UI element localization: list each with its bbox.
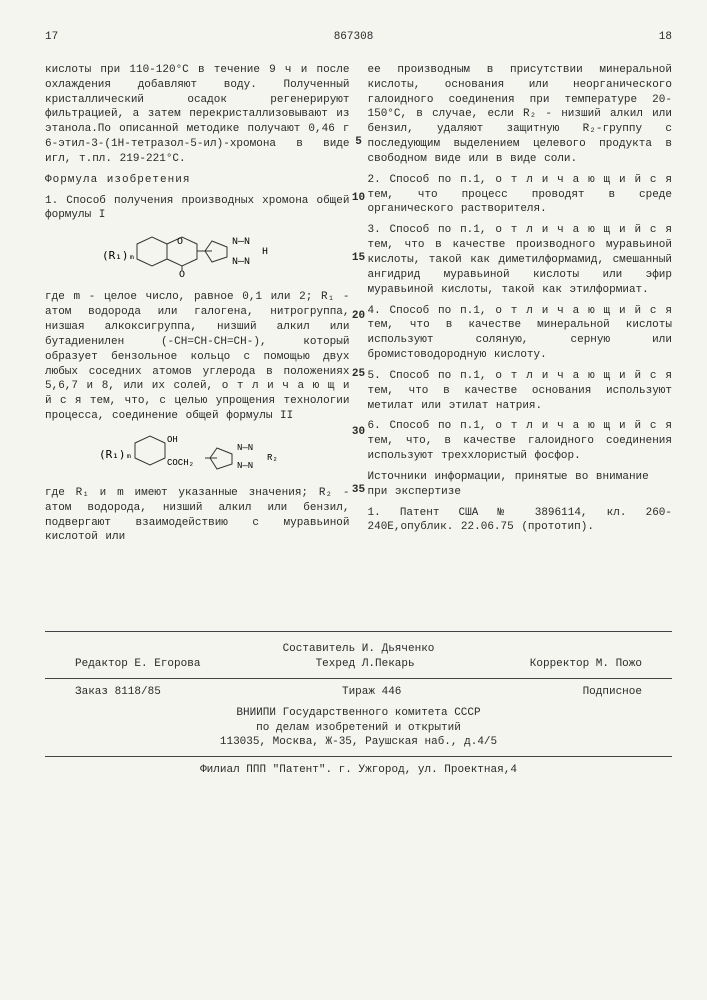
editor: Редактор Е. Егорова (75, 657, 200, 672)
sources-heading: Источники информации, принятые во вниман… (368, 470, 673, 500)
line-number: 35 (352, 483, 365, 498)
paragraph: где R₁ и m имеют указанные значения; R₂ … (45, 486, 350, 545)
svg-text:OH: OH (167, 435, 178, 445)
paragraph: 4. Способ по п.1, о т л и ч а ю щ и й с … (368, 304, 673, 363)
svg-text:COCH₂: COCH₂ (167, 458, 194, 468)
address: 113035, Москва, Ж-35, Раушская наб., д.4… (45, 735, 672, 750)
paragraph: 6. Способ по п.1, о т л и ч а ю щ и й с … (368, 419, 673, 464)
subscription: Подписное (583, 685, 642, 700)
paragraph: 5. Способ по п.1, о т л и ч а ю щ и й с … (368, 369, 673, 414)
left-column: кислоты при 110-120°С в течение 9 ч и по… (45, 63, 350, 551)
paragraph: 2. Способ по п.1, о т л и ч а ю щ и й с … (368, 173, 673, 218)
paragraph: кислоты при 110-120°С в течение 9 ч и по… (45, 63, 350, 167)
svg-text:N—N: N—N (237, 443, 253, 453)
corrector: Корректор М. Пожо (530, 657, 642, 672)
tech-editor: Техред Л.Пекарь (316, 657, 415, 672)
paragraph: 3. Способ по п.1, о т л и ч а ю щ и й с … (368, 223, 673, 297)
branch-address: Филиал ППП "Патент". г. Ужгород, ул. Про… (45, 763, 672, 778)
line-number: 10 (352, 191, 365, 206)
svg-text:R₂: R₂ (267, 453, 278, 463)
svg-text:N—N: N—N (232, 237, 250, 248)
line-number: 20 (352, 309, 365, 324)
footer-credits: Редактор Е. Егорова Техред Л.Пекарь Корр… (45, 657, 672, 672)
footer-publication: Заказ 8118/85 Тираж 446 Подписное (45, 685, 672, 700)
organization-line1: ВНИИПИ Государственного комитета СССР (45, 706, 672, 721)
document-number: 867308 (334, 30, 374, 45)
line-number: 15 (352, 251, 365, 266)
right-column: ее производным в присутствии минеральной… (368, 63, 673, 551)
chemical-formula-1: (R₁)ₘ O O N—N N—N H (45, 229, 350, 284)
paragraph: ее производным в присутствии минеральной… (368, 63, 673, 167)
line-number: 25 (352, 367, 365, 382)
svg-text:H: H (262, 247, 268, 258)
organization-line2: по делам изобретений и открытий (45, 721, 672, 736)
svg-text:O: O (179, 270, 185, 281)
compiler-line: Составитель И. Дьяченко (45, 642, 672, 657)
footer: Составитель И. Дьяченко Редактор Е. Егор… (45, 631, 672, 778)
svg-text:(R₁)ₘ: (R₁)ₘ (99, 448, 132, 461)
page-number-right: 18 (659, 30, 672, 45)
section-title: Формула изобретения (45, 173, 350, 188)
svg-text:N—N: N—N (232, 257, 250, 268)
circulation: Тираж 446 (342, 685, 401, 700)
order-number: Заказ 8118/85 (75, 685, 161, 700)
chemical-formula-2: (R₁)ₘ OH COCH₂ N—N N—N R₂ (45, 430, 350, 480)
svg-text:N—N: N—N (237, 461, 253, 471)
line-number: 30 (352, 425, 365, 440)
paragraph: 1. Способ получения производных хромона … (45, 194, 350, 224)
page-number-left: 17 (45, 30, 58, 45)
page-header: 17 867308 18 (45, 30, 672, 45)
svg-text:O: O (177, 237, 183, 248)
source-reference: 1. Патент США № 3896114, кл. 260-240Е,оп… (368, 506, 673, 536)
line-number: 5 (355, 135, 362, 150)
paragraph: где m - целое число, равное 0,1 или 2; R… (45, 290, 350, 424)
svg-text:(R₁)ₘ: (R₁)ₘ (102, 249, 135, 262)
